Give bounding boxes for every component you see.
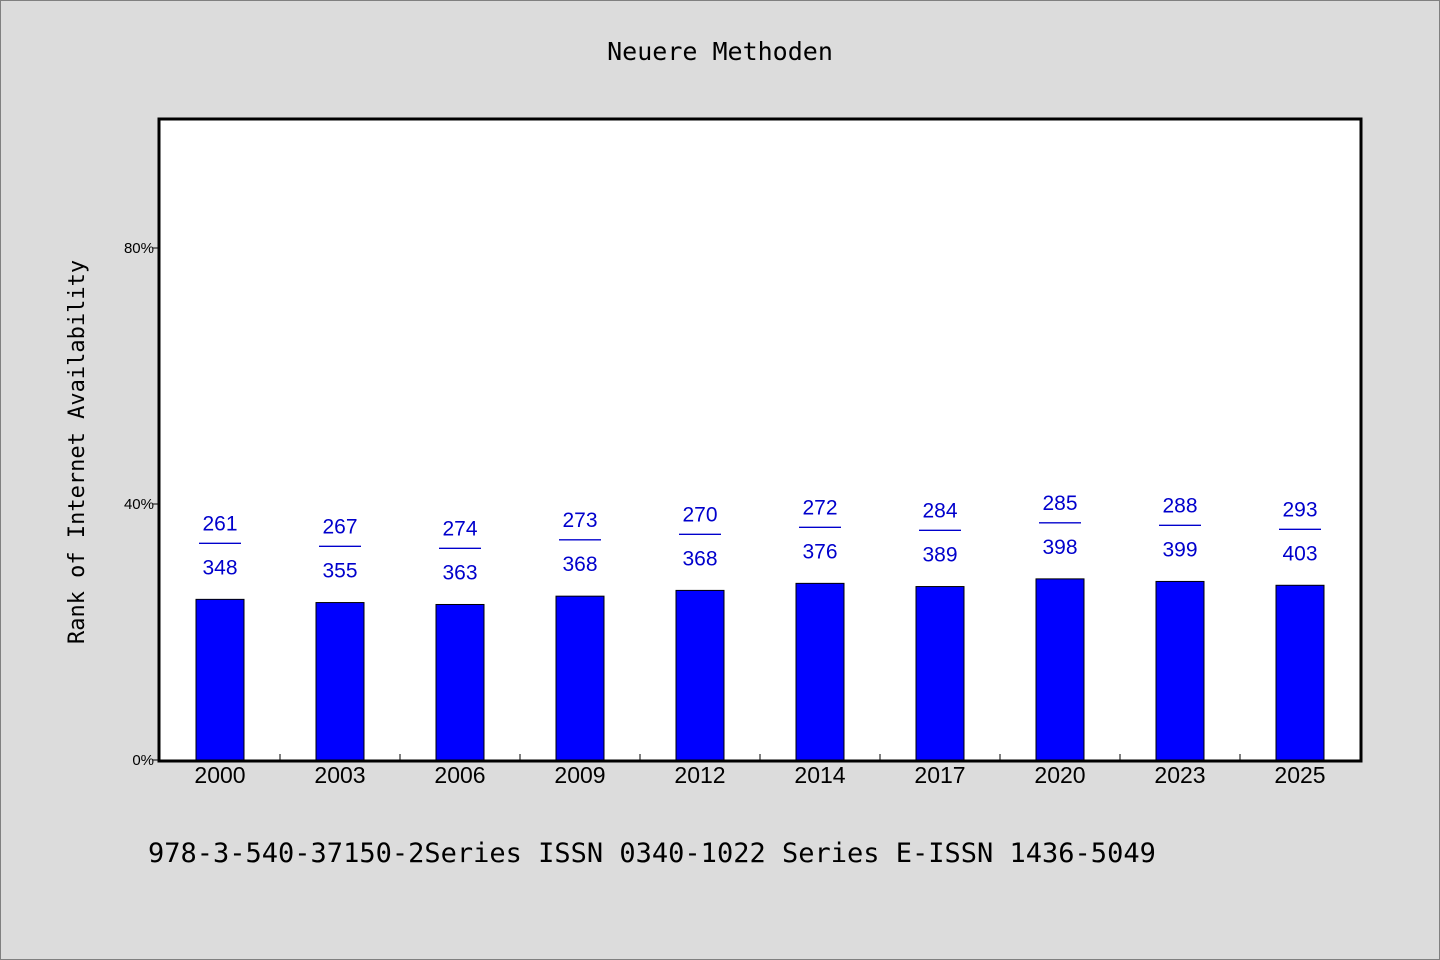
- x-tick-label: 2003: [314, 762, 365, 788]
- bar-label-separator: ——: [1039, 510, 1081, 533]
- x-axis: 2000 2003 2006 2009 2012 2014 2017 2020 2023 2025: [194, 754, 1326, 788]
- bar-label-bottom: 355: [322, 560, 357, 583]
- bar-label-separator: ——: [799, 514, 841, 537]
- bar: [315, 602, 365, 761]
- bar-label-bottom: 389: [922, 544, 957, 567]
- bar: [195, 598, 245, 761]
- bar-label-top: 273: [562, 509, 597, 532]
- bar: [1155, 580, 1205, 761]
- bars-group: [195, 578, 1325, 761]
- y-tick-label: 40%: [124, 496, 154, 513]
- x-tick-label: 2017: [914, 762, 965, 788]
- bar-label-separator: ——: [559, 527, 601, 550]
- bar-label-separator: ——: [439, 535, 481, 558]
- x-tick-label: 2025: [1274, 762, 1325, 788]
- y-axis-label: Rank of Internet Availability: [65, 260, 90, 644]
- x-tick-label: 2023: [1154, 762, 1205, 788]
- bar: [915, 586, 965, 761]
- bar-label-bottom: 398: [1042, 536, 1077, 559]
- bar-label-top: 274: [442, 517, 477, 540]
- x-tick-label: 2000: [194, 762, 245, 788]
- bar-label-top: 270: [682, 503, 717, 526]
- bar-label-separator: ——: [1159, 512, 1201, 535]
- bar-label-separator: ——: [319, 534, 361, 557]
- bar-label-bottom: 403: [1282, 542, 1317, 565]
- bar-label-bottom: 363: [442, 561, 477, 584]
- x-tick-label: 2009: [554, 762, 605, 788]
- bar-label-top: 288: [1162, 494, 1197, 517]
- footer-text: 978-3-540-37150-2Series ISSN 0340-1022 S…: [148, 838, 1156, 869]
- bar: [435, 603, 485, 761]
- bar: [675, 589, 725, 761]
- y-tick-label: 80%: [124, 240, 154, 257]
- bar-label-top: 293: [1282, 498, 1317, 521]
- bar-label-top: 267: [322, 516, 357, 539]
- bar-label-top: 285: [1042, 492, 1077, 515]
- bar: [555, 595, 605, 761]
- bar: [795, 582, 845, 761]
- bar-label-separator: ——: [919, 518, 961, 541]
- x-tick-label: 2020: [1034, 762, 1085, 788]
- bar: [1275, 584, 1325, 761]
- bar-label-separator: ——: [1279, 516, 1321, 539]
- bar-label-bottom: 368: [562, 553, 597, 576]
- bar-label-bottom: 348: [202, 556, 237, 579]
- x-tick-label: 2012: [674, 762, 725, 788]
- bar-label-separator: ——: [199, 530, 241, 553]
- bar-label-bottom: 368: [682, 547, 717, 570]
- bar-labels-group: 261——348267——355274——363273——368270——368…: [199, 492, 1321, 585]
- x-tick-label: 2014: [794, 762, 845, 788]
- y-axis: 0% 40% 80%: [124, 240, 160, 769]
- bar-label-bottom: 376: [802, 540, 837, 563]
- bar-label-top: 284: [922, 500, 957, 523]
- bar-label-bottom: 399: [1162, 538, 1197, 561]
- y-tick-label: 0%: [132, 752, 154, 769]
- chart-title: Neuere Methoden: [607, 37, 833, 66]
- bar-label-separator: ——: [679, 521, 721, 544]
- x-tick-label: 2006: [434, 762, 485, 788]
- bar-label-top: 261: [202, 512, 237, 535]
- bar: [1035, 578, 1085, 761]
- bar-label-top: 272: [802, 496, 837, 519]
